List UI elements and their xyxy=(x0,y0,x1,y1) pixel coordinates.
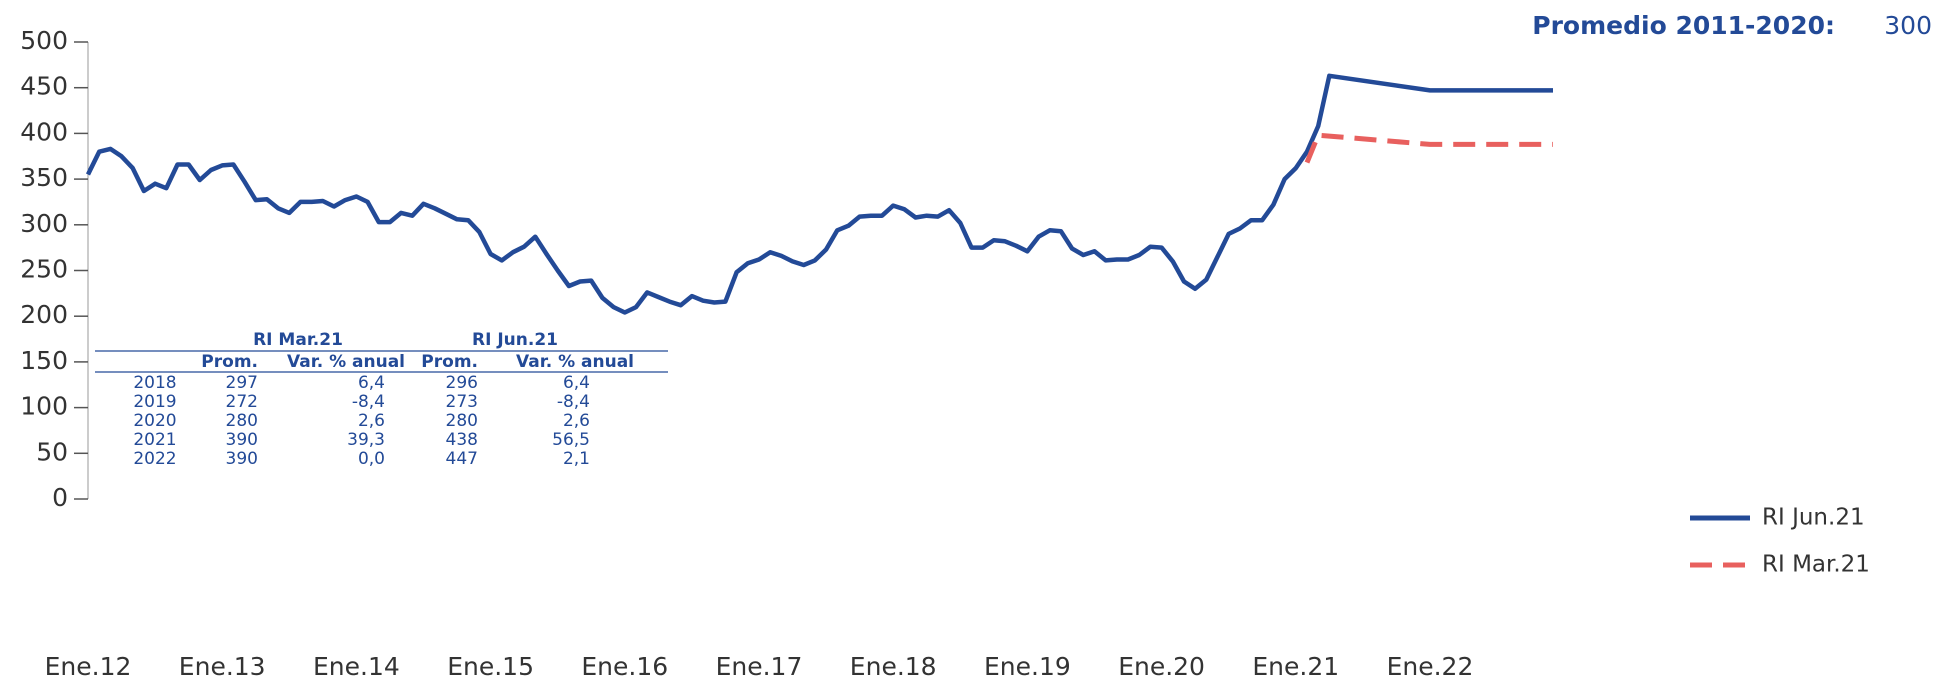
legend-label: RI Mar.21 xyxy=(1762,552,1870,578)
y-tick-label: 150 xyxy=(20,346,68,375)
x-tick-label: Ene.22 xyxy=(1387,652,1474,681)
x-tick-label: Ene.13 xyxy=(179,652,266,681)
table-cell: 2018 xyxy=(133,373,176,393)
x-tick-label: Ene.19 xyxy=(984,652,1071,681)
table-group: RI Jun.21 xyxy=(472,330,558,350)
y-tick-label: 100 xyxy=(20,392,68,421)
table-cell: 2,6 xyxy=(563,411,590,431)
y-tick-label: 50 xyxy=(36,437,68,466)
table-header: Prom. xyxy=(421,352,478,372)
table-cell: 2022 xyxy=(133,449,176,469)
y-tick-label: 200 xyxy=(20,300,68,329)
table-header: Prom. xyxy=(201,352,258,372)
y-tick-label: 400 xyxy=(20,117,68,146)
table-group: RI Mar.21 xyxy=(253,330,343,350)
y-tick-label: 450 xyxy=(20,72,68,101)
table-cell: 0,0 xyxy=(358,449,385,469)
table-cell: 390 xyxy=(226,449,258,469)
table-cell: 272 xyxy=(226,392,258,412)
table-cell: 56,5 xyxy=(552,430,590,450)
y-tick-label: 500 xyxy=(20,26,68,55)
annotation-value: 300 xyxy=(1884,11,1932,40)
x-tick-label: Ene.12 xyxy=(45,652,132,681)
table-cell: 447 xyxy=(446,449,478,469)
y-tick-label: 250 xyxy=(20,255,68,284)
table-cell: 273 xyxy=(446,392,478,412)
table-header: Var. % anual xyxy=(516,352,634,372)
table-cell: 6,4 xyxy=(563,373,590,393)
table-cell: 280 xyxy=(446,411,478,431)
x-tick-label: Ene.15 xyxy=(447,652,534,681)
series-line xyxy=(85,73,1553,315)
table-cell: -8,4 xyxy=(352,392,385,412)
table-cell: 280 xyxy=(226,411,258,431)
x-tick-label: Ene.14 xyxy=(313,652,400,681)
y-tick-label: 350 xyxy=(20,163,68,192)
series-line xyxy=(1304,132,1553,164)
table-cell: 2021 xyxy=(133,430,176,450)
annotation-label: Promedio 2011-2020: xyxy=(1532,11,1835,40)
table-cell: 2,6 xyxy=(358,411,385,431)
x-tick-label: Ene.18 xyxy=(850,652,937,681)
table-cell: 390 xyxy=(226,430,258,450)
table-cell: 438 xyxy=(446,430,478,450)
y-tick-label: 0 xyxy=(52,483,68,512)
table-cell: 39,3 xyxy=(347,430,385,450)
y-tick-label: 300 xyxy=(20,209,68,238)
x-tick-label: Ene.21 xyxy=(1252,652,1339,681)
x-tick-label: Ene.17 xyxy=(716,652,803,681)
table-cell: 2,1 xyxy=(563,449,590,469)
table-cell: 2019 xyxy=(133,392,176,412)
table-header: Var. % anual xyxy=(287,352,405,372)
x-tick-label: Ene.20 xyxy=(1118,652,1205,681)
x-tick-label: Ene.16 xyxy=(581,652,668,681)
table-cell: 297 xyxy=(226,373,258,393)
table-cell: 296 xyxy=(446,373,478,393)
table-cell: -8,4 xyxy=(557,392,590,412)
table-cell: 2020 xyxy=(133,411,176,431)
legend-label: RI Jun.21 xyxy=(1762,505,1865,531)
table-cell: 6,4 xyxy=(358,373,385,393)
